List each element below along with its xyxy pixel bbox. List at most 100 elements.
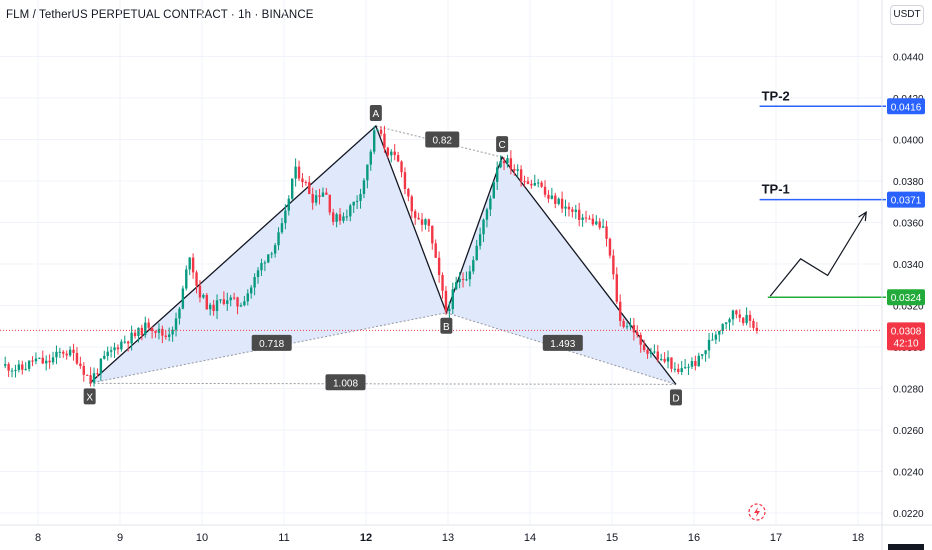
candle-body <box>530 183 533 186</box>
candle-body <box>355 200 359 202</box>
candle-body <box>137 327 140 337</box>
time-axis[interactable]: 8 9 10 11 12 13 14 15 16 17 18 <box>0 524 932 550</box>
candle-body <box>496 167 499 182</box>
ratio-label-box <box>542 334 583 351</box>
candle-body <box>174 318 178 330</box>
time-tick-label: 13 <box>442 532 454 544</box>
candle-body <box>601 226 605 228</box>
candle-body <box>14 369 17 371</box>
last-price-label: 0.0308 <box>891 326 922 337</box>
grid <box>0 0 882 525</box>
candle-body <box>649 351 653 354</box>
candle-body <box>591 218 595 225</box>
candle-body <box>660 359 663 361</box>
candle-body <box>106 351 109 356</box>
candle-body <box>62 351 65 354</box>
candle-body <box>455 282 458 290</box>
candle-body <box>332 212 335 222</box>
candle-body <box>492 181 495 199</box>
ratio-label: 0.82 <box>433 136 453 147</box>
candle-body <box>390 151 393 156</box>
candle-body <box>212 304 215 312</box>
candle-body <box>704 350 707 355</box>
candle-body <box>82 366 85 375</box>
price-tick-label: 0.0280 <box>893 385 924 396</box>
candle-body <box>666 357 670 362</box>
candle-body <box>191 257 195 273</box>
candle-body <box>349 205 352 217</box>
candle-body <box>195 272 198 286</box>
candle-body <box>615 274 618 302</box>
candle-body <box>393 151 396 156</box>
candle-body <box>663 359 666 362</box>
candle-body <box>120 341 123 350</box>
candle-body <box>236 297 239 307</box>
price-tick-label: 0.0360 <box>893 219 924 230</box>
candle-body <box>38 357 41 359</box>
candle-body <box>673 368 677 370</box>
price-tick-label: 0.0440 <box>893 53 924 64</box>
candle-body <box>622 320 625 327</box>
currency-button[interactable]: USDT <box>890 5 924 25</box>
price-tag-tp-1 <box>887 191 925 208</box>
candle-body <box>164 335 167 337</box>
candle-body <box>89 375 92 383</box>
time-tick-label: 11 <box>278 532 289 544</box>
ratio-label-box <box>251 334 292 351</box>
candle-body <box>48 360 51 363</box>
price-tag-label: 0.0324 <box>891 293 922 304</box>
last-price-tag <box>887 322 925 351</box>
candle-body <box>612 255 615 275</box>
price-tick-label: 0.0240 <box>893 468 924 479</box>
candle-body <box>34 358 38 362</box>
candle-body <box>642 344 646 350</box>
candle-body <box>86 374 89 376</box>
price-tag-label: 0.0416 <box>891 102 922 113</box>
candle-body <box>123 341 126 343</box>
candle-body <box>632 325 636 333</box>
candle-body <box>472 260 475 272</box>
candle-body <box>513 169 516 171</box>
candle-body <box>755 327 759 332</box>
candle-body <box>386 147 390 156</box>
candle-body <box>567 206 571 210</box>
candle-body <box>7 364 10 371</box>
candle-body <box>161 328 164 336</box>
candle-body <box>554 195 557 204</box>
candle-body <box>444 290 448 312</box>
candle-body <box>226 300 229 304</box>
candle-body <box>270 253 273 255</box>
candle-body <box>308 182 311 195</box>
candle-body <box>318 195 321 197</box>
candle-body <box>178 308 181 319</box>
candle-body <box>478 234 482 246</box>
candle-body <box>742 317 745 324</box>
candle-body <box>383 133 386 148</box>
candle-body <box>410 196 413 212</box>
candle-body <box>417 217 420 220</box>
candle-body <box>407 188 410 197</box>
time-tick-label: 14 <box>524 532 536 544</box>
price-tick-label: 0.0220 <box>893 509 924 520</box>
candle-body <box>748 314 752 321</box>
time-tick-label: 9 <box>117 532 123 544</box>
candle-body <box>578 209 581 220</box>
time-tick-label: 8 <box>35 532 41 544</box>
candle-body <box>27 360 31 369</box>
point-label-box <box>440 317 453 334</box>
candle-body <box>728 319 731 323</box>
candle-body <box>735 310 738 315</box>
projection-path <box>769 211 867 297</box>
candle-body <box>523 181 526 183</box>
candle-body <box>239 305 243 307</box>
candle-body <box>707 339 711 351</box>
price-axis[interactable]: 0.04400.04200.04000.03800.03600.03400.03… <box>881 0 925 550</box>
candle-body <box>379 129 383 134</box>
candle-body <box>718 330 721 335</box>
candle-body <box>68 349 72 356</box>
candle-body <box>75 352 79 364</box>
candle-body <box>325 192 328 195</box>
candle-body <box>468 271 472 280</box>
candle-body <box>188 257 191 270</box>
